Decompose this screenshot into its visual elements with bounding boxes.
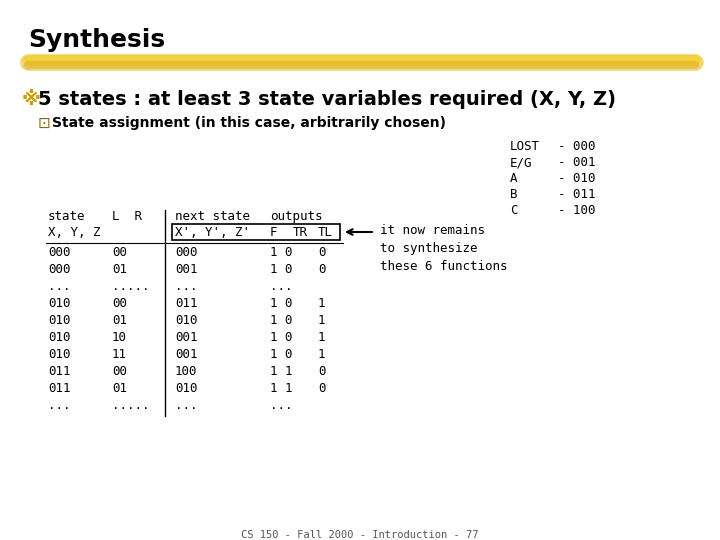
Text: 01: 01 [112,382,127,395]
Text: 00: 00 [112,365,127,378]
Text: A: A [510,172,518,185]
Text: state: state [48,210,86,223]
Text: F: F [270,226,277,239]
Text: 1 0: 1 0 [270,263,292,276]
Text: ...: ... [175,280,197,293]
Text: X, Y, Z: X, Y, Z [48,226,101,239]
Text: .....: ..... [112,280,150,293]
Text: 100: 100 [175,365,197,378]
Bar [172,224,340,240]
Text: 010: 010 [48,297,71,310]
Text: outputs: outputs [270,210,323,223]
Text: it now remains
to synthesize
these 6 functions: it now remains to synthesize these 6 fun… [380,224,508,273]
Text: CS 150 - Fall 2000 - Introduction - 77: CS 150 - Fall 2000 - Introduction - 77 [241,530,479,540]
Text: ...: ... [270,280,292,293]
Text: ...: ... [48,399,71,412]
Text: 0: 0 [318,382,325,395]
Text: 0: 0 [318,246,325,259]
Text: 5 states : at least 3 state variables required (X, Y, Z): 5 states : at least 3 state variables re… [38,90,616,109]
Text: 1 0: 1 0 [270,314,292,327]
Text: 011: 011 [175,297,197,310]
Text: 1 0: 1 0 [270,246,292,259]
Text: 000: 000 [48,246,71,259]
Text: 000: 000 [48,263,71,276]
Text: ...: ... [270,399,292,412]
Text: L  R: L R [112,210,142,223]
Text: - 100: - 100 [558,204,595,217]
Text: B: B [510,188,518,201]
Text: - 011: - 011 [558,188,595,201]
Text: 1: 1 [318,348,325,361]
Text: - 010: - 010 [558,172,595,185]
Text: TL: TL [318,226,333,239]
Text: 010: 010 [48,331,71,344]
Text: State assignment (in this case, arbitrarily chosen): State assignment (in this case, arbitrar… [52,116,446,130]
Text: 1 0: 1 0 [270,348,292,361]
Text: 01: 01 [112,263,127,276]
Text: 001: 001 [175,263,197,276]
Text: 1: 1 [318,297,325,310]
Text: ※: ※ [22,90,41,109]
Text: 001: 001 [175,331,197,344]
Text: LOST: LOST [510,140,540,153]
Text: next state: next state [175,210,250,223]
Text: 1: 1 [318,314,325,327]
Text: 10: 10 [112,331,127,344]
Text: Synthesis: Synthesis [28,28,165,52]
Text: 0: 0 [318,263,325,276]
Text: 010: 010 [175,314,197,327]
Text: TR: TR [293,226,308,239]
Text: 010: 010 [175,382,197,395]
Text: 000: 000 [175,246,197,259]
Text: 010: 010 [48,314,71,327]
Text: 01: 01 [112,314,127,327]
Text: 1 0: 1 0 [270,297,292,310]
Text: 00: 00 [112,297,127,310]
Text: ...: ... [48,280,71,293]
Text: 011: 011 [48,382,71,395]
Text: .....: ..... [112,399,150,412]
Text: ...: ... [175,399,197,412]
Text: 1 0: 1 0 [270,331,292,344]
Text: 1: 1 [318,331,325,344]
Text: - 001: - 001 [558,156,595,169]
Text: - 000: - 000 [558,140,595,153]
Text: 001: 001 [175,348,197,361]
Text: 00: 00 [112,246,127,259]
Text: 0: 0 [318,365,325,378]
Text: 010: 010 [48,348,71,361]
Text: 11: 11 [112,348,127,361]
Text: C: C [510,204,518,217]
Text: 1 1: 1 1 [270,382,292,395]
Text: X', Y', Z': X', Y', Z' [175,226,250,239]
Text: 011: 011 [48,365,71,378]
Text: ⊡: ⊡ [38,116,50,131]
Text: 1 1: 1 1 [270,365,292,378]
Text: E/G: E/G [510,156,533,169]
